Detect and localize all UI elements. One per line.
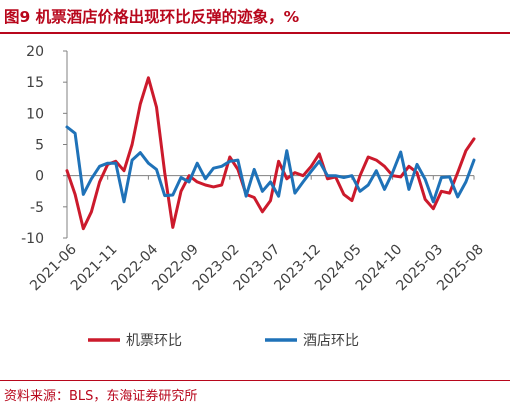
y-tick-label: 0 [35, 169, 44, 185]
y-tick-label: -5 [30, 200, 44, 216]
y-tick-label: 10 [26, 106, 44, 122]
y-tick-label: 20 [26, 44, 44, 60]
y-tick-label: 15 [26, 75, 44, 91]
series-line-2 [65, 125, 476, 204]
y-tick-label: -10 [21, 231, 44, 247]
title-rule [0, 32, 510, 34]
source-note: 资料来源：BLS，东海证券研究所 [4, 389, 198, 404]
source-rule [0, 380, 510, 381]
figure-title: 图9 机票酒店价格出现环比反弹的迹象，% [4, 8, 300, 26]
line-chart: -10-5051015202021-062021-112022-042022-0… [21, 44, 487, 349]
y-tick-label: 5 [35, 138, 44, 154]
title-bar: 图9 机票酒店价格出现环比反弹的迹象，% [0, 0, 510, 34]
legend-label-1: 机票环比 [126, 333, 182, 349]
series-line-1 [65, 76, 476, 231]
legend-label-2: 酒店环比 [303, 333, 359, 349]
